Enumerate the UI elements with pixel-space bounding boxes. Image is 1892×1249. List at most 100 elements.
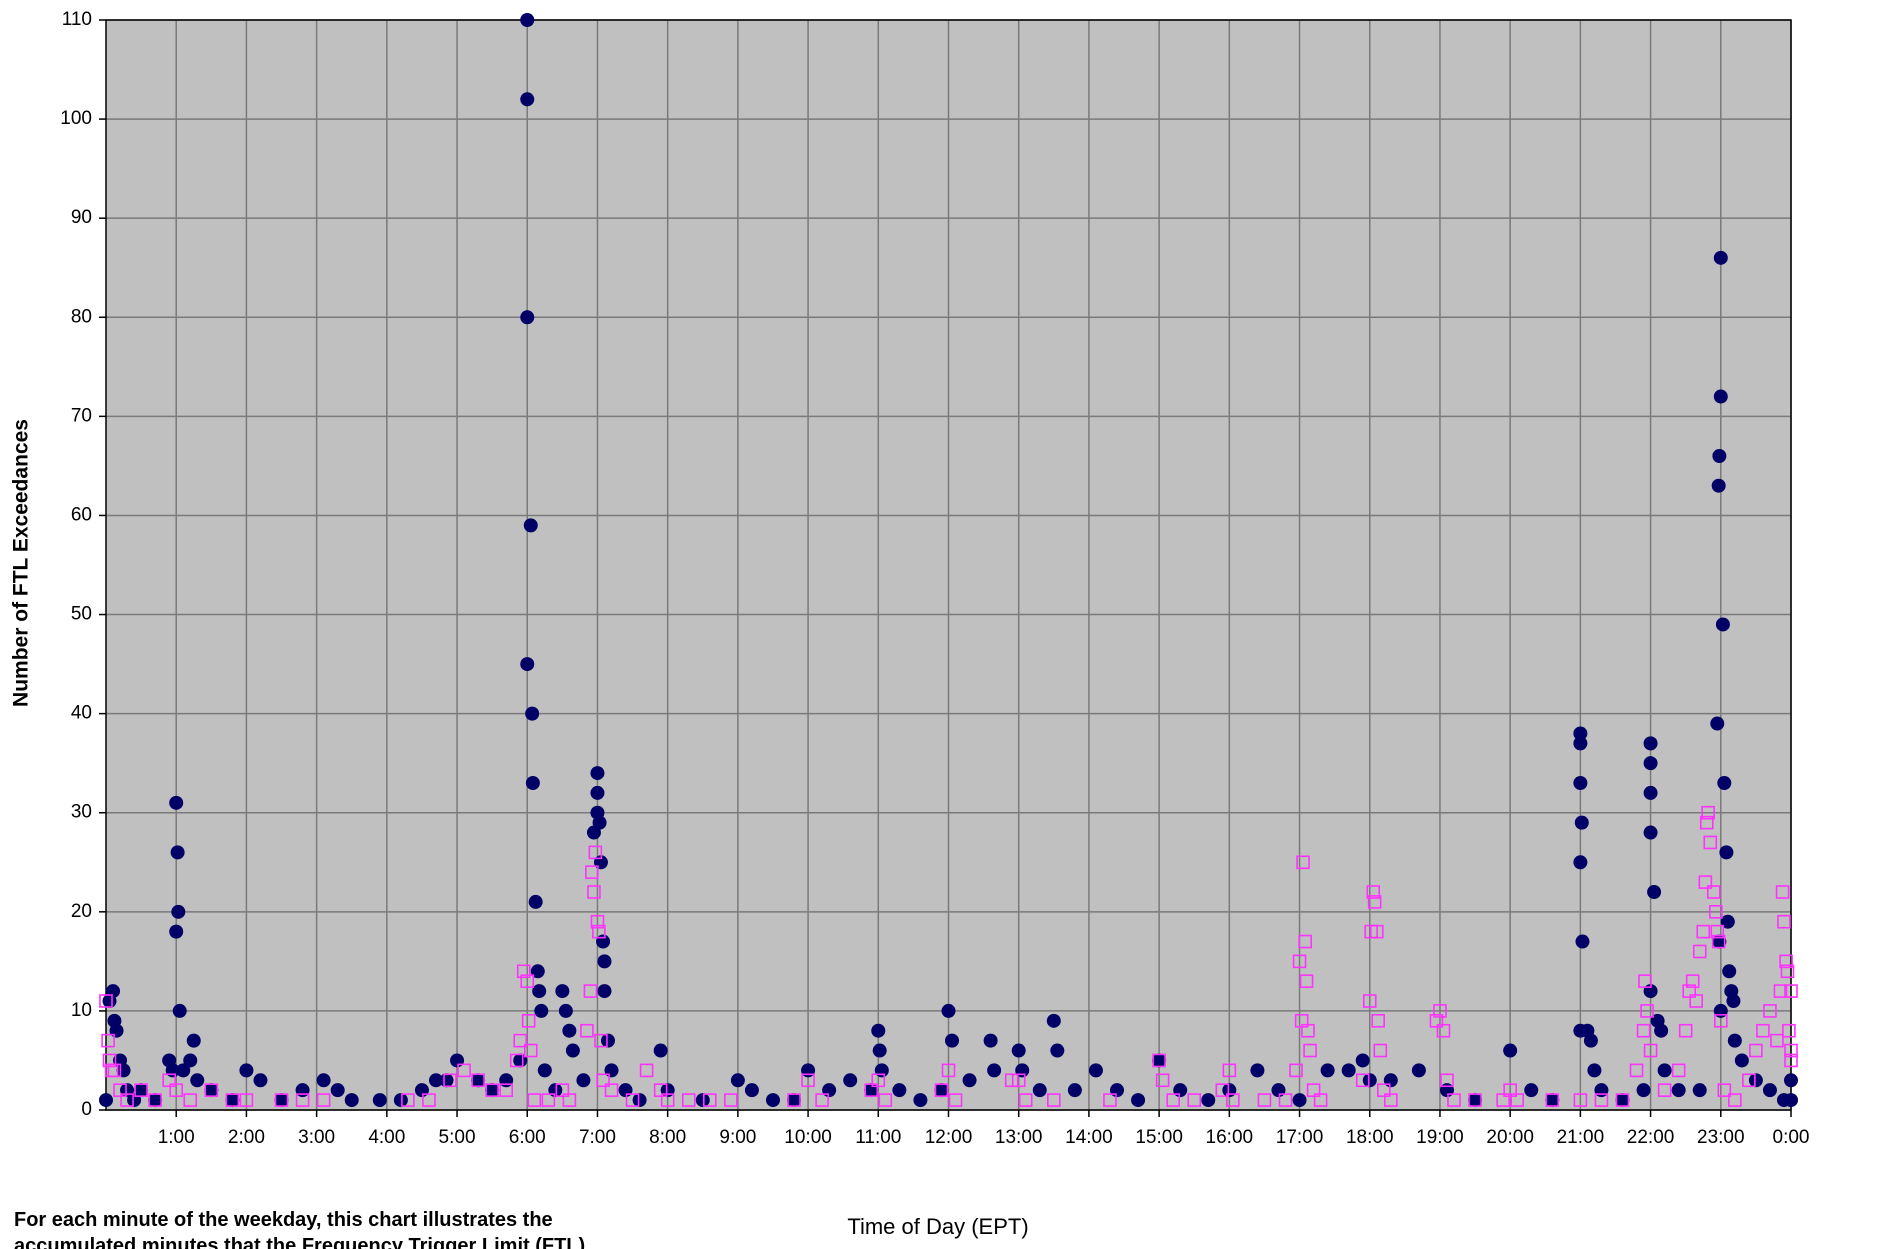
point: [587, 885, 601, 899]
point: [934, 1083, 949, 1098]
point: [450, 1053, 465, 1068]
point: [1775, 885, 1790, 899]
point: [274, 1093, 289, 1108]
point: [1545, 1093, 1560, 1108]
x-tick-label: 8:00: [649, 1127, 686, 1148]
point: [1722, 964, 1737, 979]
point: [864, 1083, 879, 1097]
x-tick-label: 17:00: [1276, 1127, 1324, 1148]
point: [537, 1063, 552, 1078]
point: [1710, 716, 1725, 731]
point: [1383, 1073, 1398, 1088]
point: [1638, 974, 1652, 988]
point: [822, 1083, 837, 1098]
x-tick-label: 12:00: [925, 1127, 973, 1148]
point: [1088, 1063, 1103, 1078]
point: [1215, 1083, 1230, 1097]
point: [393, 1093, 408, 1108]
point: [295, 1093, 310, 1107]
point: [724, 1093, 738, 1107]
point: [1727, 1033, 1742, 1048]
point: [1226, 1093, 1240, 1107]
point: [1696, 924, 1711, 939]
point: [1742, 1073, 1756, 1088]
point: [1271, 1083, 1286, 1098]
point: [695, 1093, 710, 1108]
point: [1749, 1043, 1763, 1058]
point: [1032, 1083, 1047, 1098]
point: [1222, 1063, 1237, 1078]
point: [1018, 1093, 1033, 1107]
point: [1362, 994, 1377, 1008]
point: [1468, 1093, 1482, 1107]
point: [171, 904, 186, 919]
point: [585, 865, 599, 879]
point: [1004, 1073, 1019, 1088]
point: [580, 1023, 594, 1038]
point: [1657, 1063, 1672, 1078]
y-tick-label: 70: [71, 405, 92, 426]
point: [1717, 776, 1732, 790]
point: [604, 1083, 619, 1097]
point: [513, 1053, 528, 1068]
point: [639, 1063, 654, 1078]
point: [1313, 1093, 1328, 1107]
point: [1784, 984, 1798, 998]
point: [1201, 1093, 1216, 1108]
point: [594, 1033, 608, 1048]
point: [134, 1083, 149, 1098]
point: [170, 845, 185, 860]
point: [1301, 1023, 1315, 1038]
point: [1366, 885, 1381, 899]
point: [316, 1093, 331, 1107]
point: [1187, 1093, 1202, 1107]
point: [295, 1083, 310, 1098]
point: [1436, 1023, 1451, 1038]
point: [565, 1043, 580, 1058]
point: [253, 1073, 268, 1088]
y-tick-label: 40: [71, 703, 92, 724]
point: [1278, 1093, 1293, 1107]
point: [1583, 1033, 1598, 1048]
point: [1367, 895, 1382, 909]
point: [1371, 1014, 1385, 1028]
point: [530, 964, 545, 979]
point: [525, 776, 540, 790]
point: [1748, 1073, 1763, 1088]
point: [1777, 914, 1791, 929]
point: [1050, 1043, 1065, 1058]
point: [555, 984, 570, 999]
point: [1779, 954, 1793, 969]
point: [562, 1093, 577, 1107]
point: [1503, 1083, 1517, 1097]
point: [1756, 1023, 1770, 1038]
x-tick-label: 15:00: [1135, 1127, 1183, 1148]
x-tick-label: 5:00: [439, 1127, 476, 1148]
point: [1703, 835, 1718, 850]
point: [815, 1093, 829, 1107]
point: [588, 845, 603, 860]
point: [653, 1043, 668, 1058]
point: [457, 1063, 471, 1078]
point: [590, 914, 605, 929]
point: [499, 1073, 514, 1088]
x-tick-label: 3:00: [298, 1127, 335, 1148]
point: [1711, 478, 1726, 493]
point: [555, 1083, 570, 1097]
point: [113, 1083, 127, 1097]
point: [1289, 1063, 1303, 1078]
point: [1780, 964, 1795, 979]
point: [730, 1073, 745, 1088]
point: [1782, 1023, 1796, 1038]
point: [744, 1083, 759, 1098]
x-tick-label: 13:00: [995, 1127, 1043, 1148]
point: [527, 1093, 542, 1107]
point: [604, 1063, 619, 1078]
point: [534, 1003, 549, 1018]
point: [102, 1053, 117, 1068]
point: [945, 1033, 960, 1048]
point: [1369, 924, 1384, 939]
point: [471, 1073, 485, 1088]
x-tick-label: 22:00: [1627, 1127, 1675, 1148]
point: [892, 1083, 907, 1098]
